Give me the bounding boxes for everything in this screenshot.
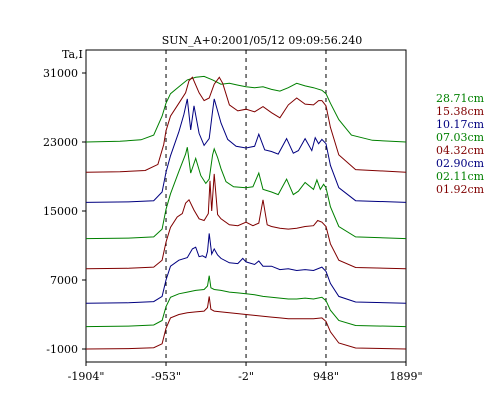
y-tick-label: 31000 bbox=[43, 67, 78, 80]
series-line-28.71cm bbox=[85, 75, 407, 143]
x-tick-label: -1904" bbox=[68, 370, 105, 383]
legend: 28.71cm 15.38cm 10.17cm 07.03cm 04.32cm 02.90… bbox=[436, 92, 500, 196]
legend-item-15.38cm: 15.38cm bbox=[436, 105, 485, 118]
series-line-04.32cm bbox=[85, 173, 407, 270]
x-axis-ticks: -1904" -953" -2" 948" 1899" bbox=[68, 362, 423, 383]
series-layer bbox=[85, 75, 407, 350]
legend-item-28.71cm: 28.71cm bbox=[436, 92, 485, 105]
y-tick-label: -1000 bbox=[46, 343, 78, 356]
y-tick-label: 15000 bbox=[43, 205, 78, 218]
legend-item-04.32cm: 04.32cm bbox=[436, 144, 485, 157]
legend-item-02.90cm: 02.90cm bbox=[436, 157, 485, 170]
x-tick-label: -2" bbox=[238, 370, 254, 383]
y-tick-label: 23000 bbox=[43, 136, 78, 149]
y-axis-label: Ta,I bbox=[62, 48, 83, 61]
series-line-01.92cm bbox=[85, 296, 407, 350]
series-line-15.38cm bbox=[85, 76, 407, 173]
x-tick-label: -953" bbox=[151, 370, 181, 383]
series-line-10.17cm bbox=[85, 98, 407, 203]
x-tick-label: 948" bbox=[313, 370, 339, 383]
legend-item-07.03cm: 07.03cm bbox=[436, 131, 485, 144]
legend-item-02.11cm: 02.11cm bbox=[436, 170, 485, 183]
chart-title: SUN_A+0:2001/05/12 09:09:56.240 bbox=[162, 34, 363, 47]
y-axis-ticks: -1000 7000 15000 23000 31000 bbox=[43, 67, 86, 356]
legend-item-01.92cm: 01.92cm bbox=[436, 183, 485, 196]
legend-item-10.17cm: 10.17cm bbox=[436, 118, 485, 131]
series-line-02.90cm bbox=[85, 233, 407, 304]
series-line-07.03cm bbox=[85, 147, 407, 240]
series-line-02.11cm bbox=[85, 275, 407, 328]
reference-lines bbox=[165, 50, 327, 362]
x-tick-label: 1899" bbox=[389, 370, 422, 383]
y-tick-label: 7000 bbox=[50, 274, 78, 287]
